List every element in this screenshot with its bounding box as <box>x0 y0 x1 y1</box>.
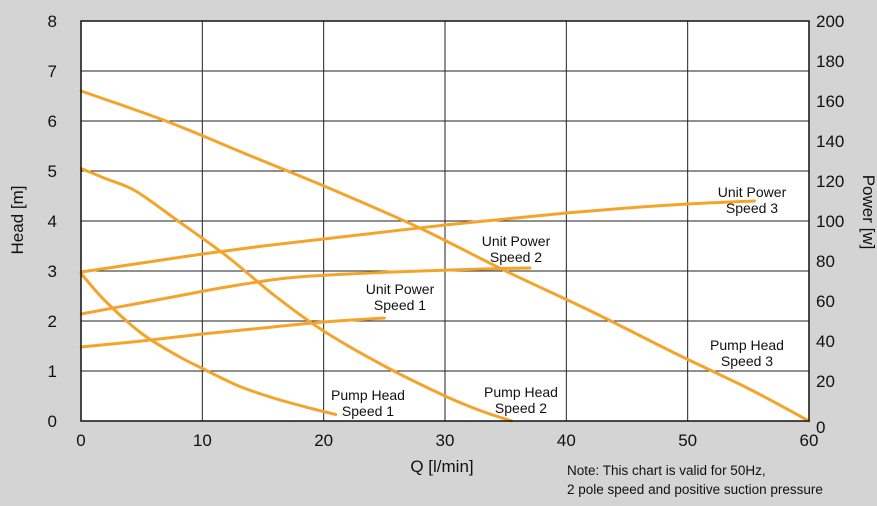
x-tick-label: 40 <box>557 431 576 450</box>
x-tick-label: 10 <box>193 431 212 450</box>
label-pump-head-speed-1-line-2: Speed 1 <box>342 403 394 419</box>
x-tick-label: 0 <box>76 431 85 450</box>
pump-head-speed-2-line <box>79 167 514 423</box>
chart-note-line-2: 2 pole speed and positive suction pressu… <box>567 482 823 497</box>
y-tick-label: 3 <box>48 262 57 281</box>
y-axis-label: Head [m] <box>8 186 27 255</box>
y2-tick-label: 120 <box>816 172 844 191</box>
chart-note-line-1: Note: This chart is valid for 50Hz, <box>567 463 766 478</box>
y-tick-label: 8 <box>48 12 57 31</box>
y-tick-labels: 0 1 2 3 4 5 6 7 8 <box>48 12 57 431</box>
y2-tick-label: 80 <box>816 252 835 271</box>
label-pump-head-speed-3-line-2: Speed 3 <box>721 353 773 369</box>
label-pump-head-speed-1-line-1: Pump Head <box>331 387 405 403</box>
x-tick-label: 30 <box>436 431 455 450</box>
label-unit-power-speed-2-line-2: Speed 2 <box>490 249 542 265</box>
y-tick-label: 1 <box>48 362 57 381</box>
label-unit-power-speed-3-line-1: Unit Power <box>718 184 787 200</box>
x-tick-label: 50 <box>678 431 697 450</box>
unit-power-speed-3-line <box>79 199 756 274</box>
y-tick-label: 6 <box>48 112 57 131</box>
y2-tick-label: 200 <box>816 12 844 31</box>
label-unit-power-speed-2-line-1: Unit Power <box>482 233 551 249</box>
unit-power-speed-1-line <box>79 316 386 349</box>
x-axis-label: Q [l/min] <box>410 457 473 476</box>
y2-axis-label: Power [w] <box>859 175 877 250</box>
y2-tick-label: 100 <box>816 212 844 231</box>
y2-tick-label: 60 <box>816 292 835 311</box>
y2-tick-label: 0 <box>816 418 825 437</box>
pump-head-speed-3-line <box>79 89 811 423</box>
series-lines <box>79 89 811 423</box>
y2-tick-labels: 0 20 40 60 80 100 120 140 160 180 200 <box>816 12 844 437</box>
plot-frame <box>80 20 810 422</box>
label-unit-power-speed-1-line-1: Unit Power <box>366 281 435 297</box>
y-tick-label: 7 <box>48 62 57 81</box>
label-pump-head-speed-2-line-2: Speed 2 <box>495 400 547 416</box>
x-tick-label: 20 <box>314 431 333 450</box>
unit-power-speed-2-line <box>79 266 532 316</box>
y-tick-label: 4 <box>48 212 57 231</box>
y2-tick-label: 40 <box>816 332 835 351</box>
label-unit-power-speed-1-line-2: Speed 1 <box>374 297 426 313</box>
label-unit-power-speed-3-line-2: Speed 3 <box>726 200 778 216</box>
y-tick-label: 2 <box>48 312 57 331</box>
pump-head-speed-1-line <box>79 272 338 416</box>
y-tick-label: 5 <box>48 162 57 181</box>
y-tick-label: 0 <box>48 412 57 431</box>
x-tick-labels: 0 10 20 30 40 50 60 <box>76 431 818 450</box>
label-pump-head-speed-3-line-1: Pump Head <box>710 337 784 353</box>
y2-tick-label: 140 <box>816 132 844 151</box>
y2-tick-label: 160 <box>816 92 844 111</box>
label-pump-head-speed-2-line-1: Pump Head <box>484 384 558 400</box>
y2-tick-label: 180 <box>816 52 844 71</box>
x-tick-label: 60 <box>800 431 819 450</box>
y2-tick-label: 20 <box>816 372 835 391</box>
